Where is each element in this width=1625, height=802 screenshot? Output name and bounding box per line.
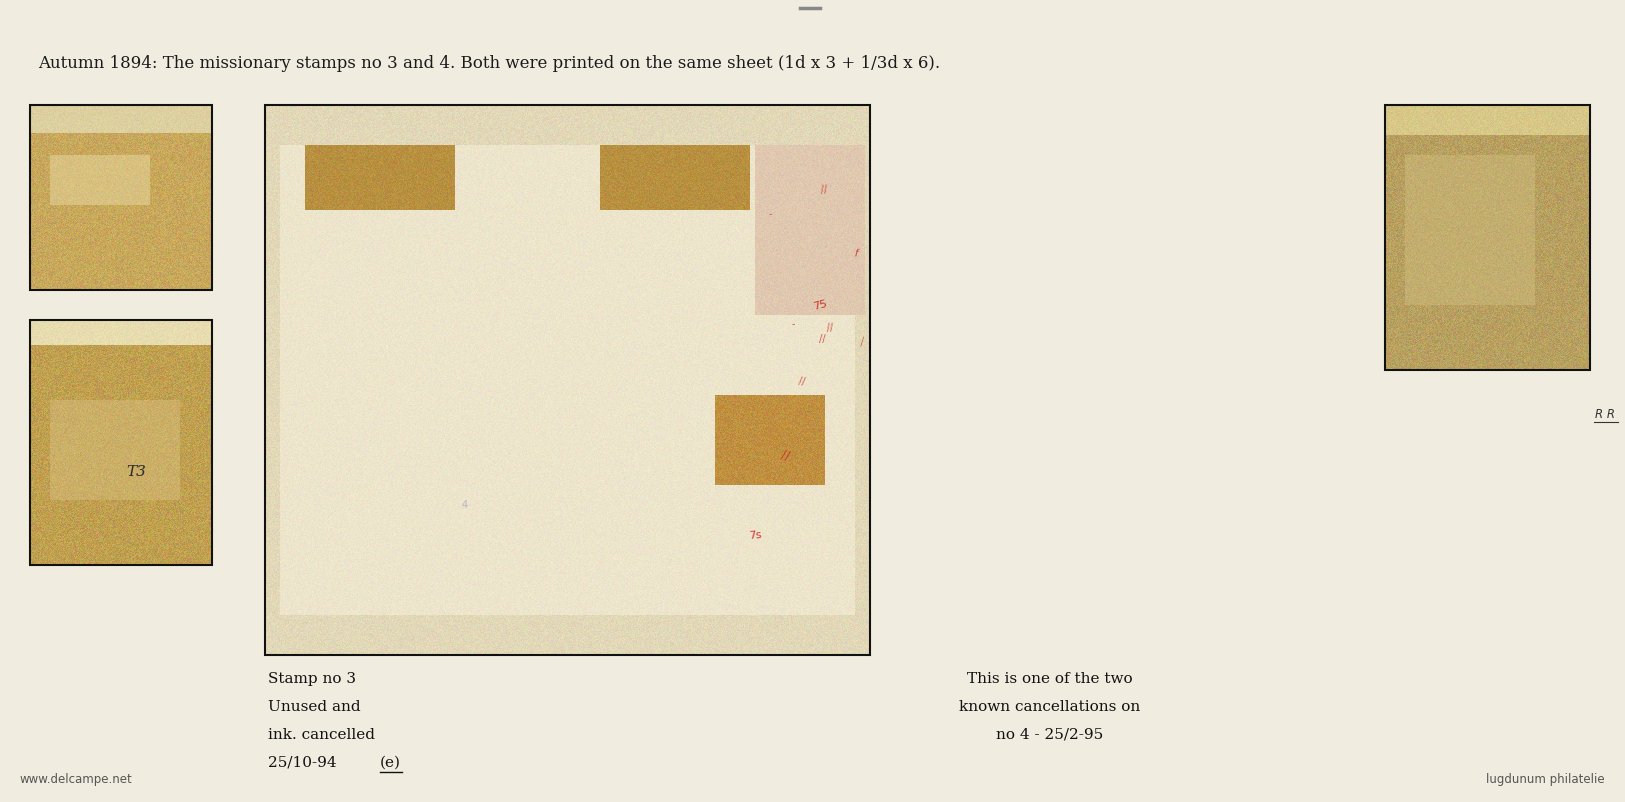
Text: 25/10-94: 25/10-94 [268, 756, 341, 770]
Text: //: // [780, 448, 791, 463]
Text: 75: 75 [812, 298, 829, 312]
Bar [29, 105, 211, 290]
Text: //: // [821, 184, 827, 195]
Text: -: - [791, 319, 795, 329]
Text: www.delcampe.net: www.delcampe.net [20, 773, 133, 786]
Text: f: f [853, 249, 860, 259]
Text: no 4 - 25/2-95: no 4 - 25/2-95 [996, 728, 1103, 742]
Text: R R: R R [1596, 408, 1615, 421]
Text: This is one of the two: This is one of the two [967, 672, 1133, 686]
Text: 4: 4 [461, 500, 468, 510]
Text: -: - [767, 209, 772, 219]
Text: lugdunum philatelie: lugdunum philatelie [1487, 773, 1606, 786]
Text: 7s: 7s [748, 529, 762, 541]
Text: ink. cancelled: ink. cancelled [268, 728, 375, 742]
Bar [1384, 105, 1589, 370]
Text: T3: T3 [127, 465, 146, 480]
Text: //: // [798, 377, 806, 387]
Text: //: // [819, 334, 826, 344]
Text: //: // [827, 322, 834, 333]
Text: (e): (e) [380, 756, 401, 770]
Text: Stamp no 3: Stamp no 3 [268, 672, 356, 686]
Text: Autumn 1894: The missionary stamps no 3 and 4. Both were printed on the same she: Autumn 1894: The missionary stamps no 3 … [37, 55, 941, 72]
Bar [265, 105, 869, 655]
Text: |: | [860, 335, 864, 346]
Text: Unused and: Unused and [268, 700, 361, 714]
Text: known cancellations on: known cancellations on [959, 700, 1141, 714]
Bar [29, 320, 211, 565]
